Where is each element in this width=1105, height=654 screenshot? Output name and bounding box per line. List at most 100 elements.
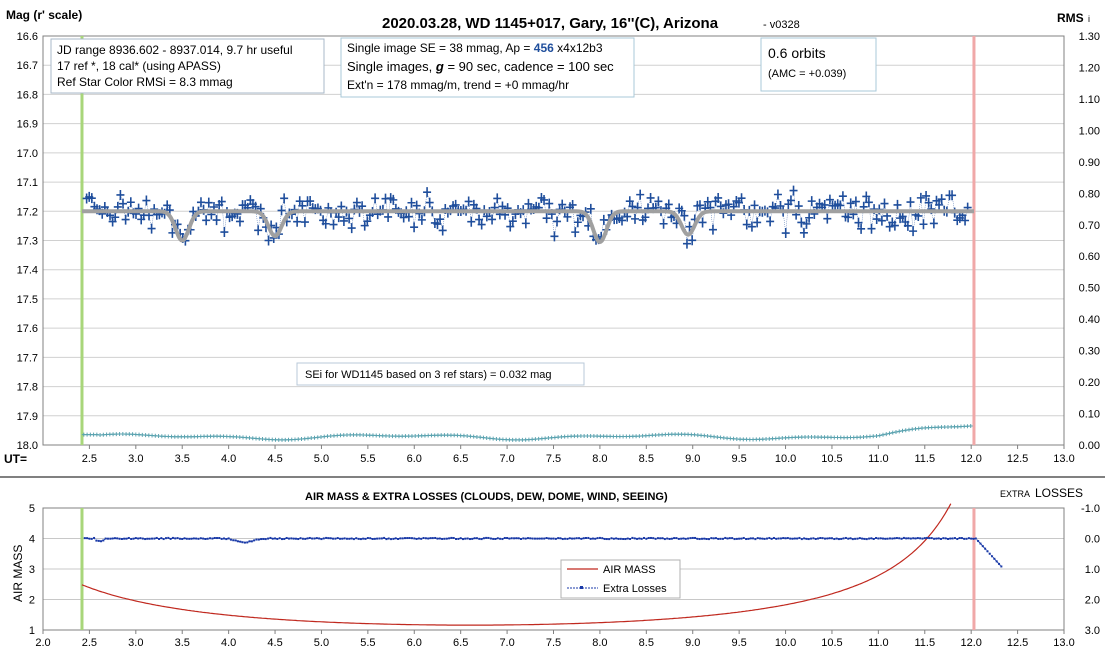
magnitude-point (347, 223, 356, 234)
extra-losses-point (480, 538, 483, 541)
magnitude-point (820, 199, 829, 210)
top-y2-tick-label: 0.70 (1079, 220, 1100, 232)
extra-losses-point (782, 537, 785, 540)
extra-losses-point (819, 536, 822, 539)
magnitude-point (867, 223, 876, 234)
extra-losses-point (805, 537, 808, 540)
extra-losses-point (587, 536, 590, 539)
single-text-a: Single images, (347, 59, 436, 74)
bottom-chart-title: AIR MASS & EXTRA LOSSES (CLOUDS, DEW, DO… (305, 491, 668, 503)
extra-losses-point (652, 537, 655, 540)
extra-losses-point (656, 537, 659, 540)
extra-losses-point (905, 537, 908, 540)
extra-losses-point (786, 537, 789, 540)
ref-star-count-text: 17 ref *, 18 cal* (using APASS) (57, 59, 221, 73)
extra-losses-point (274, 537, 277, 540)
extra-losses-point (566, 537, 569, 540)
extra-losses-point (232, 539, 235, 542)
top-y-tick-label: 17.3 (17, 236, 38, 248)
extra-losses-point (255, 538, 258, 541)
extra-losses-point (315, 537, 318, 540)
top-y-tick-label: 17.9 (17, 411, 38, 423)
top-y2-axis-label: RMS (1057, 11, 1084, 25)
extra-losses-point (749, 537, 752, 540)
extra-losses-point (946, 537, 949, 540)
extra-losses-point (144, 538, 147, 541)
extinction-text: Ext'n = 178 mmag/m, trend = +0 mmag/hr (347, 78, 569, 92)
top-y2-ticks: 1.30 1.20 1.10 1.00 0.90 0.80 0.70 0.60 0.50 0.40… (1079, 31, 1100, 452)
extra-losses-point (875, 536, 878, 539)
top-x-tick-label: 5.5 (360, 453, 375, 465)
extra-losses-point (90, 537, 93, 540)
extra-losses-point (603, 537, 606, 540)
extra-losses-point (633, 537, 636, 540)
extra-losses-point (399, 537, 402, 540)
extra-losses-point (791, 537, 794, 540)
extra-losses-point (471, 537, 474, 540)
extra-losses-point (638, 537, 641, 540)
info-box-jd: JD range 8936.602 - 8937.014, 9.7 hr use… (50, 38, 325, 94)
extra-losses-point (95, 539, 98, 542)
extra-losses-point (856, 537, 859, 540)
info-box-exposure: Single image SE = 38 mmag, Ap = 456 x4x1… (340, 37, 635, 98)
extra-losses-point (1000, 565, 1003, 568)
extra-losses-point (666, 537, 669, 540)
magnitude-point (235, 216, 244, 227)
extra-losses-point (86, 537, 89, 540)
extra-losses-point (596, 537, 599, 540)
extra-losses-point (199, 537, 202, 540)
extra-losses-point (185, 537, 188, 540)
extra-losses-point (821, 537, 824, 540)
extra-losses-point (612, 537, 615, 540)
extra-losses-point (663, 538, 666, 541)
top-x-tick-label: 6.0 (407, 453, 422, 465)
extra-losses-point (420, 537, 423, 540)
extra-losses-point (912, 537, 915, 540)
extra-losses-point (847, 537, 850, 540)
top-x-tick-label: 10.5 (821, 453, 842, 465)
extra-losses-point (415, 537, 418, 540)
extra-losses-point (413, 537, 416, 540)
extra-losses-point (155, 536, 158, 539)
top-x-tick-label: 13.0 (1053, 453, 1074, 465)
extra-losses-point (246, 541, 249, 544)
extra-losses-point (169, 537, 172, 540)
magnitude-point (857, 223, 866, 234)
extra-losses-point (195, 537, 198, 540)
extra-losses-point (385, 538, 388, 541)
extra-losses-point (977, 540, 980, 543)
extra-losses-point (701, 537, 704, 540)
extra-losses-point (520, 537, 523, 540)
extra-losses-point (629, 538, 632, 541)
extra-losses-point (153, 537, 156, 540)
extra-losses-point (582, 537, 585, 540)
extra-losses-point (455, 538, 458, 541)
top-y-tick-label: 17.0 (17, 148, 38, 160)
extra-losses-point (963, 537, 966, 540)
extra-losses-point (373, 537, 376, 540)
extra-losses-point (139, 537, 142, 540)
extra-losses-point (227, 537, 230, 540)
magnitude-point (919, 219, 928, 230)
magnitude-point (802, 218, 811, 229)
top-y-tick-label: 18.0 (17, 440, 38, 452)
extra-losses-point (109, 537, 112, 540)
magnitude-point (618, 215, 626, 226)
magnitude-point (404, 211, 413, 222)
sei-note-box: SEi for WD1145 based on 3 ref stars) = 0… (296, 362, 585, 386)
extra-losses-point (355, 537, 358, 540)
top-y-tick-label: 16.9 (17, 119, 38, 131)
extra-losses-point (260, 538, 263, 541)
extra-losses-point (501, 538, 504, 541)
top-x-tick-label: 2.5 (82, 453, 97, 465)
extra-losses-point (141, 537, 144, 540)
extra-losses-point (348, 537, 351, 540)
extra-losses-point (591, 537, 594, 540)
extra-losses-point (835, 537, 838, 540)
extra-losses-point (844, 536, 847, 539)
extra-losses-point (503, 536, 506, 539)
extra-losses-point (724, 536, 727, 539)
extra-losses-point (571, 537, 574, 540)
airmass-series-line (81, 503, 952, 626)
extra-losses-point (218, 537, 221, 540)
